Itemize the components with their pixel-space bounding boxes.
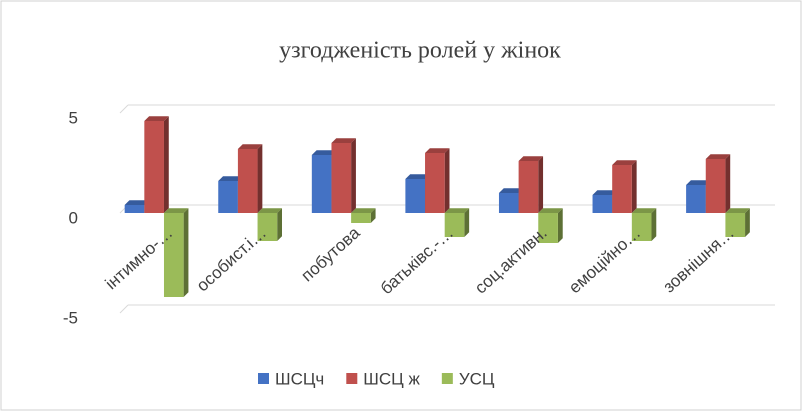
bar-side: [725, 154, 731, 213]
bar-side: [163, 116, 169, 213]
bar-side: [183, 208, 189, 297]
bar-side: [444, 148, 450, 213]
bar: [612, 165, 632, 213]
legend-swatch: [258, 373, 269, 384]
bar: [218, 181, 238, 213]
bar-top: [331, 138, 356, 143]
bar: [331, 143, 352, 213]
bar-top: [163, 208, 189, 213]
bar-top: [686, 180, 711, 185]
bar-side: [277, 208, 282, 241]
bar-side: [651, 208, 657, 241]
bar-top: [631, 208, 657, 213]
y-tick-label: 5: [69, 108, 78, 127]
bar: [444, 213, 465, 237]
bar: [124, 205, 145, 213]
bar: [592, 195, 613, 213]
bar: [425, 153, 445, 213]
bar: [257, 213, 278, 241]
bar-side: [464, 208, 470, 237]
bar: [163, 213, 184, 297]
bar-side: [351, 138, 356, 213]
bar: [311, 155, 332, 213]
bar: [351, 213, 371, 223]
bar-top: [498, 188, 524, 193]
bar-top: [237, 144, 263, 149]
bar: [498, 193, 519, 213]
bar-side: [557, 208, 563, 243]
y-tick-label: 0: [69, 208, 78, 227]
bar-side: [538, 156, 544, 213]
bar-top: [425, 148, 450, 153]
bar-side: [631, 160, 637, 213]
bar: [237, 149, 258, 213]
legend-swatch: [346, 373, 358, 384]
bar: [144, 121, 164, 213]
legend-label: ШСЦ ж: [363, 369, 420, 388]
bar-top: [612, 160, 637, 165]
bar-top: [218, 176, 243, 181]
bar-top: [444, 208, 470, 213]
bar-top: [405, 174, 430, 179]
bar: [725, 213, 746, 237]
bar-top: [124, 200, 150, 205]
y-tick-label: -5: [63, 308, 78, 327]
bar-top: [257, 208, 282, 213]
bar-top: [725, 208, 750, 213]
grid-line-depth: [119, 304, 129, 314]
bar-side: [745, 208, 750, 237]
bar: [705, 159, 726, 213]
bar-top: [311, 150, 337, 155]
bar-top: [592, 190, 617, 195]
bar-top: [538, 208, 563, 213]
legend: ШСЦч ШСЦ ж УСЦ: [258, 369, 495, 388]
legend-label: ШСЦч: [275, 369, 324, 388]
legend-swatch: [441, 373, 453, 384]
bar-top: [705, 154, 731, 159]
grid-line-depth: [119, 104, 129, 114]
bar-top: [518, 156, 544, 161]
bar: [405, 179, 426, 213]
bar: [538, 213, 558, 243]
chart-title: узгодженість ролей у жінок: [279, 38, 561, 64]
bar-top: [144, 116, 169, 121]
bar-side: [257, 144, 263, 213]
legend-label: УСЦ: [459, 369, 495, 388]
bar: [518, 161, 539, 213]
bar: [631, 213, 652, 241]
bar-top: [351, 208, 376, 213]
bar-side: [370, 208, 376, 223]
bar: [686, 185, 706, 213]
